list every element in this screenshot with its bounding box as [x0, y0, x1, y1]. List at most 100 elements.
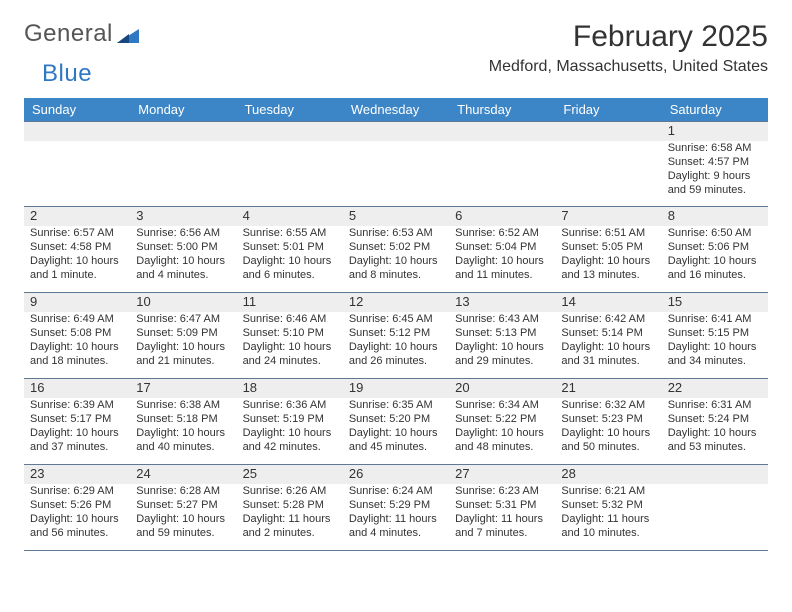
weekday-heading: Tuesday — [237, 98, 343, 121]
day-number-empty — [237, 122, 343, 141]
day-cell: 6Sunrise: 6:52 AMSunset: 5:04 PMDaylight… — [449, 207, 555, 292]
week-row: 2Sunrise: 6:57 AMSunset: 4:58 PMDaylight… — [24, 207, 768, 293]
day-cell: 1Sunrise: 6:58 AMSunset: 4:57 PMDaylight… — [662, 122, 768, 206]
daylight-text: Daylight: 10 hours and 40 minutes. — [136, 427, 230, 455]
day-cell: 27Sunrise: 6:23 AMSunset: 5:31 PMDayligh… — [449, 465, 555, 550]
month-title: February 2025 — [489, 20, 768, 54]
sunset-text: Sunset: 5:01 PM — [243, 241, 337, 255]
day-cell — [24, 122, 130, 206]
day-cell: 18Sunrise: 6:36 AMSunset: 5:19 PMDayligh… — [237, 379, 343, 464]
day-cell: 26Sunrise: 6:24 AMSunset: 5:29 PMDayligh… — [343, 465, 449, 550]
sunset-text: Sunset: 5:18 PM — [136, 413, 230, 427]
day-number: 15 — [662, 293, 768, 312]
daylight-text: Daylight: 11 hours and 10 minutes. — [561, 513, 655, 541]
sunset-text: Sunset: 5:12 PM — [349, 327, 443, 341]
sunrise-text: Sunrise: 6:51 AM — [561, 227, 655, 241]
day-number: 19 — [343, 379, 449, 398]
day-number: 27 — [449, 465, 555, 484]
daylight-text: Daylight: 10 hours and 11 minutes. — [455, 255, 549, 283]
calendar-page: General February 2025 Medford, Massachus… — [0, 0, 792, 612]
day-cell: 13Sunrise: 6:43 AMSunset: 5:13 PMDayligh… — [449, 293, 555, 378]
sunset-text: Sunset: 4:57 PM — [668, 156, 762, 170]
sunrise-text: Sunrise: 6:29 AM — [30, 485, 124, 499]
day-number: 4 — [237, 207, 343, 226]
location: Medford, Massachusetts, United States — [489, 58, 768, 76]
daylight-text: Daylight: 10 hours and 45 minutes. — [349, 427, 443, 455]
daylight-text: Daylight: 10 hours and 31 minutes. — [561, 341, 655, 369]
daylight-text: Daylight: 10 hours and 18 minutes. — [30, 341, 124, 369]
day-cell — [662, 465, 768, 550]
day-cell: 5Sunrise: 6:53 AMSunset: 5:02 PMDaylight… — [343, 207, 449, 292]
sunset-text: Sunset: 5:14 PM — [561, 327, 655, 341]
logo-triangle-icon — [117, 27, 139, 48]
sunrise-text: Sunrise: 6:32 AM — [561, 399, 655, 413]
daylight-text: Daylight: 11 hours and 7 minutes. — [455, 513, 549, 541]
sunrise-text: Sunrise: 6:58 AM — [668, 142, 762, 156]
sunrise-text: Sunrise: 6:49 AM — [30, 313, 124, 327]
day-cell — [449, 122, 555, 206]
day-cell: 16Sunrise: 6:39 AMSunset: 5:17 PMDayligh… — [24, 379, 130, 464]
day-number: 7 — [555, 207, 661, 226]
weekday-header-row: Sunday Monday Tuesday Wednesday Thursday… — [24, 98, 768, 121]
day-cell: 2Sunrise: 6:57 AMSunset: 4:58 PMDaylight… — [24, 207, 130, 292]
sunrise-text: Sunrise: 6:21 AM — [561, 485, 655, 499]
sunrise-text: Sunrise: 6:43 AM — [455, 313, 549, 327]
day-number-empty — [24, 122, 130, 141]
sunrise-text: Sunrise: 6:56 AM — [136, 227, 230, 241]
title-block: February 2025 Medford, Massachusetts, Un… — [489, 20, 768, 76]
day-cell: 21Sunrise: 6:32 AMSunset: 5:23 PMDayligh… — [555, 379, 661, 464]
sunset-text: Sunset: 5:32 PM — [561, 499, 655, 513]
sunrise-text: Sunrise: 6:47 AM — [136, 313, 230, 327]
day-number: 14 — [555, 293, 661, 312]
sunset-text: Sunset: 5:19 PM — [243, 413, 337, 427]
sunrise-text: Sunrise: 6:46 AM — [243, 313, 337, 327]
day-cell: 3Sunrise: 6:56 AMSunset: 5:00 PMDaylight… — [130, 207, 236, 292]
logo-word-2: Blue — [42, 60, 92, 88]
sunset-text: Sunset: 5:15 PM — [668, 327, 762, 341]
sunrise-text: Sunrise: 6:50 AM — [668, 227, 762, 241]
sunset-text: Sunset: 5:02 PM — [349, 241, 443, 255]
sunset-text: Sunset: 5:29 PM — [349, 499, 443, 513]
day-number: 11 — [237, 293, 343, 312]
weekday-heading: Monday — [130, 98, 236, 121]
day-number: 2 — [24, 207, 130, 226]
daylight-text: Daylight: 10 hours and 50 minutes. — [561, 427, 655, 455]
sunrise-text: Sunrise: 6:28 AM — [136, 485, 230, 499]
day-cell: 17Sunrise: 6:38 AMSunset: 5:18 PMDayligh… — [130, 379, 236, 464]
sunrise-text: Sunrise: 6:36 AM — [243, 399, 337, 413]
day-number: 21 — [555, 379, 661, 398]
sunrise-text: Sunrise: 6:53 AM — [349, 227, 443, 241]
day-number: 6 — [449, 207, 555, 226]
daylight-text: Daylight: 10 hours and 42 minutes. — [243, 427, 337, 455]
logo-word-1: General — [24, 20, 113, 48]
daylight-text: Daylight: 10 hours and 1 minute. — [30, 255, 124, 283]
sunset-text: Sunset: 5:17 PM — [30, 413, 124, 427]
day-cell: 9Sunrise: 6:49 AMSunset: 5:08 PMDaylight… — [24, 293, 130, 378]
sunset-text: Sunset: 5:23 PM — [561, 413, 655, 427]
daylight-text: Daylight: 10 hours and 16 minutes. — [668, 255, 762, 283]
day-number-empty — [343, 122, 449, 141]
sunset-text: Sunset: 5:28 PM — [243, 499, 337, 513]
day-number: 26 — [343, 465, 449, 484]
week-row: 9Sunrise: 6:49 AMSunset: 5:08 PMDaylight… — [24, 293, 768, 379]
day-cell — [343, 122, 449, 206]
day-cell: 22Sunrise: 6:31 AMSunset: 5:24 PMDayligh… — [662, 379, 768, 464]
sunrise-text: Sunrise: 6:31 AM — [668, 399, 762, 413]
daylight-text: Daylight: 10 hours and 8 minutes. — [349, 255, 443, 283]
daylight-text: Daylight: 10 hours and 6 minutes. — [243, 255, 337, 283]
day-cell: 15Sunrise: 6:41 AMSunset: 5:15 PMDayligh… — [662, 293, 768, 378]
day-cell: 24Sunrise: 6:28 AMSunset: 5:27 PMDayligh… — [130, 465, 236, 550]
daylight-text: Daylight: 10 hours and 59 minutes. — [136, 513, 230, 541]
day-number-empty — [130, 122, 236, 141]
day-cell — [555, 122, 661, 206]
day-cell: 20Sunrise: 6:34 AMSunset: 5:22 PMDayligh… — [449, 379, 555, 464]
sunrise-text: Sunrise: 6:52 AM — [455, 227, 549, 241]
sunrise-text: Sunrise: 6:41 AM — [668, 313, 762, 327]
weekday-heading: Saturday — [662, 98, 768, 121]
calendar-grid: 1Sunrise: 6:58 AMSunset: 4:57 PMDaylight… — [24, 121, 768, 551]
daylight-text: Daylight: 10 hours and 37 minutes. — [30, 427, 124, 455]
day-number: 8 — [662, 207, 768, 226]
day-number: 22 — [662, 379, 768, 398]
sunrise-text: Sunrise: 6:24 AM — [349, 485, 443, 499]
sunrise-text: Sunrise: 6:45 AM — [349, 313, 443, 327]
